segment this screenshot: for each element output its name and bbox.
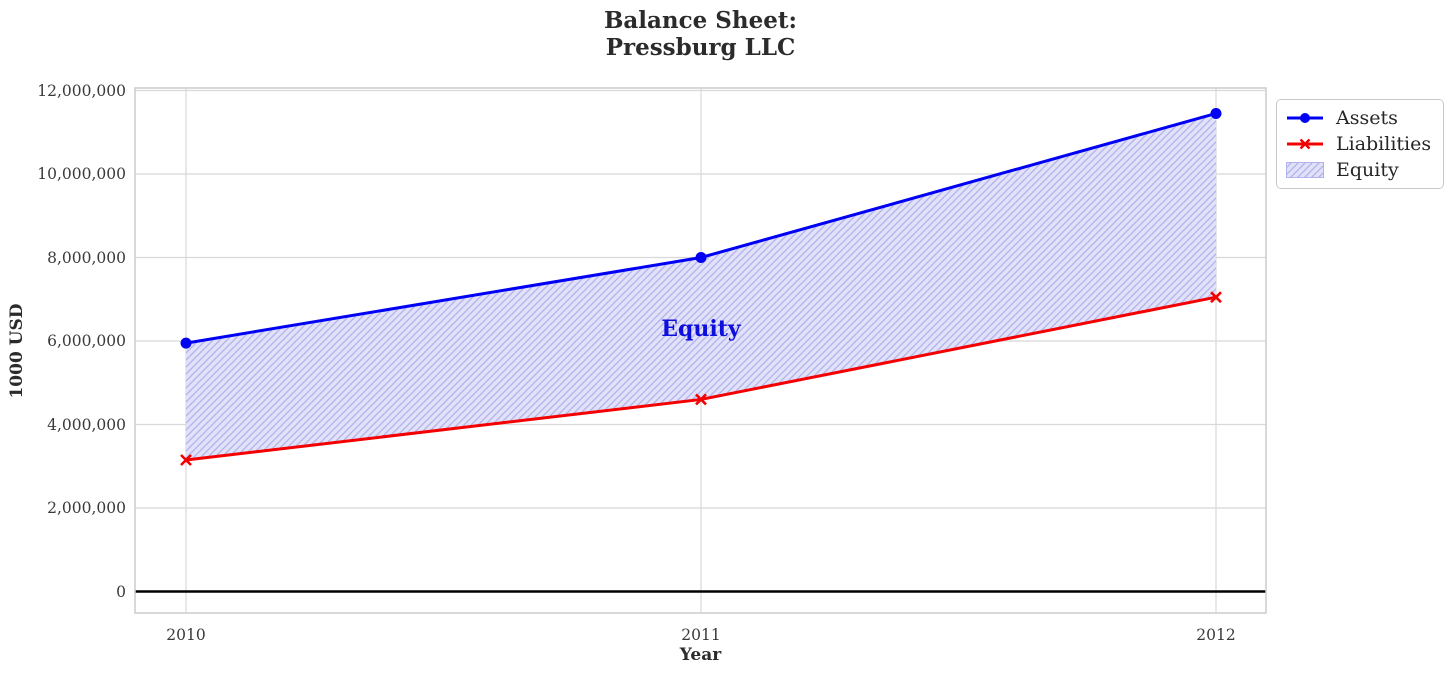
- y-tick-label: 0: [116, 582, 126, 601]
- x-tick-label: 2012: [1196, 626, 1236, 644]
- chart-title-line1: Balance Sheet:: [603, 7, 798, 34]
- y-tick-label: 12,000,000: [37, 81, 126, 100]
- equity-hatch-swatch-icon: [1286, 162, 1324, 178]
- legend-entry-assets: Assets: [1286, 105, 1437, 131]
- chart-title-line2: Pressburg LLC: [605, 34, 796, 61]
- assets-line-sample-icon: [1287, 113, 1323, 123]
- plot-border: [134, 87, 1267, 614]
- x-axis-label: Year: [679, 645, 722, 665]
- y-tick-label: 2,000,000: [47, 499, 126, 517]
- y-tick-label: 8,000,000: [47, 248, 126, 267]
- legend-entry-liabilities: Liabilities: [1286, 131, 1437, 157]
- x-tick-label: 2011: [681, 626, 721, 644]
- liabilities-marker: [180, 454, 192, 466]
- y-tick-label: 6,000,000: [47, 332, 126, 350]
- legend-label-equity: Equity: [1336, 159, 1399, 181]
- legend-entry-equity: Equity: [1286, 157, 1437, 183]
- legend-label-assets: Assets: [1336, 107, 1398, 129]
- assets-marker: [1210, 107, 1222, 119]
- equity-annotation: Equity: [661, 316, 742, 342]
- y-tick-label: 4,000,000: [47, 415, 126, 434]
- assets-marker: [695, 252, 707, 263]
- legend-label-liabilities: Liabilities: [1336, 133, 1432, 155]
- legend: Assets Liabilities Equity: [1276, 99, 1444, 189]
- y-tick-label: 10,000,000: [37, 165, 126, 183]
- liabilities-marker: [1210, 291, 1222, 304]
- assets-marker: [180, 337, 192, 349]
- x-tick-label: 2010: [166, 626, 206, 644]
- equity-area: [186, 113, 1216, 460]
- liabilities-marker: [695, 393, 707, 406]
- chart-title: Balance Sheet: Pressburg LLC: [135, 7, 1266, 61]
- liabilities-line-sample-icon: [1287, 138, 1323, 150]
